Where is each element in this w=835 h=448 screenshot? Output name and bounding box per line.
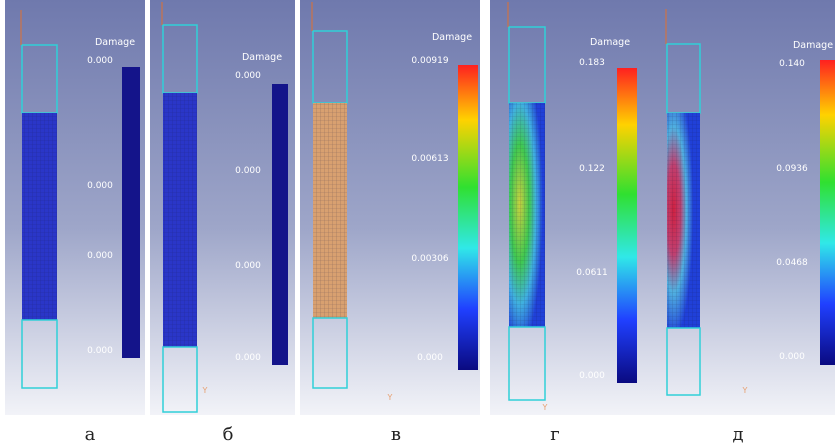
axis-label: Y bbox=[202, 386, 208, 395]
specimen-mesh bbox=[667, 113, 700, 328]
panel-label: а bbox=[85, 424, 96, 445]
colorbar bbox=[458, 65, 478, 370]
figure: Damage 0.000 0.000 0.000 0.000 а Damage 0.000 0.… bbox=[0, 0, 835, 448]
legend-title: Damage bbox=[432, 32, 472, 43]
legend-title: Damage bbox=[590, 37, 630, 48]
legend-title: Damage bbox=[95, 37, 135, 48]
colorbar-tick-label: 0.183 bbox=[579, 58, 605, 68]
colorbar-tick-label: 0.000 bbox=[235, 166, 261, 176]
axis-label: Y bbox=[387, 393, 393, 402]
colorbar-tick-label: 0.0936 bbox=[776, 164, 808, 174]
specimen-mesh bbox=[313, 103, 347, 318]
colorbar-tick-label: 0.140 bbox=[779, 59, 805, 69]
specimen-mesh bbox=[163, 93, 197, 347]
panel-label: г bbox=[550, 424, 559, 445]
colorbar-tick-label: 0.000 bbox=[87, 181, 113, 191]
axis-label: Y bbox=[542, 403, 548, 412]
colorbar bbox=[820, 60, 835, 365]
colorbar bbox=[617, 68, 637, 383]
colorbar-tick-label: 0.000 bbox=[235, 353, 261, 363]
colorbar-tick-label: 0.000 bbox=[579, 371, 605, 381]
colorbar-tick-label: 0.000 bbox=[417, 353, 443, 363]
panel-label: д bbox=[732, 424, 743, 445]
colorbar-tick-label: 0.000 bbox=[235, 261, 261, 271]
legend-title: Damage bbox=[242, 52, 282, 63]
panel-label: в bbox=[391, 424, 401, 445]
colorbar-tick-label: 0.00613 bbox=[411, 154, 448, 164]
panel-label: б bbox=[223, 424, 234, 445]
colorbar-tick-label: 0.0468 bbox=[776, 258, 808, 268]
legend-title: Damage bbox=[793, 40, 833, 51]
colorbar-tick-label: 0.00306 bbox=[411, 254, 448, 264]
colorbar-tick-label: 0.000 bbox=[235, 71, 261, 81]
axis-label: Y bbox=[742, 386, 748, 395]
colorbar bbox=[272, 84, 288, 365]
colorbar-tick-label: 0.00919 bbox=[411, 56, 448, 66]
colorbar-tick-label: 0.000 bbox=[87, 346, 113, 356]
colorbar-tick-label: 0.0611 bbox=[576, 268, 608, 278]
specimen-mesh bbox=[509, 103, 545, 327]
colorbar-tick-label: 0.122 bbox=[579, 164, 605, 174]
colorbar bbox=[122, 67, 140, 358]
specimen-mesh bbox=[22, 113, 57, 320]
colorbar-tick-label: 0.000 bbox=[87, 56, 113, 66]
colorbar-tick-label: 0.000 bbox=[779, 352, 805, 362]
colorbar-tick-label: 0.000 bbox=[87, 251, 113, 261]
